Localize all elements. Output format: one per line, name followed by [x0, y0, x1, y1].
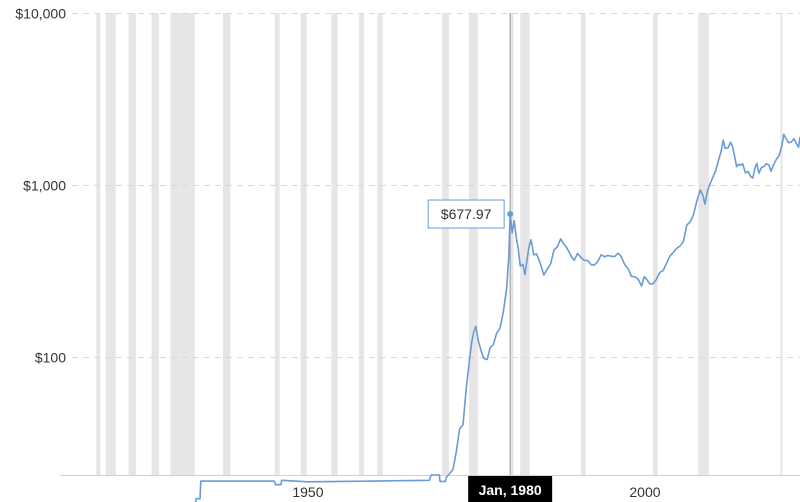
recession-band: [377, 13, 383, 475]
crosshair-date-text: Jan, 1980: [479, 482, 542, 498]
recession-band: [96, 13, 101, 475]
y-tick-label: $10,000: [15, 6, 66, 22]
recession-band: [698, 13, 709, 475]
recession-band: [300, 13, 307, 475]
recession-band: [442, 13, 449, 475]
recession-band: [780, 13, 783, 475]
hover-point-marker: [507, 211, 514, 218]
recession-band: [520, 13, 530, 475]
recession-band: [331, 13, 338, 475]
y-tick-label: $100: [35, 350, 66, 366]
recession-band: [359, 13, 364, 475]
gridlines: [72, 13, 800, 358]
recession-band: [653, 13, 658, 475]
crosshair-date-label: Jan, 1980: [468, 476, 553, 502]
recession-bands: [96, 13, 783, 475]
x-axis-tick-labels: 1950 2000: [292, 484, 660, 500]
recession-band: [580, 13, 586, 475]
tooltip-box: [427, 199, 505, 229]
recession-band: [469, 13, 478, 475]
recession-band: [151, 13, 159, 475]
recession-band: [510, 13, 514, 475]
value-tooltip: $677.97: [427, 199, 505, 229]
x-tick-label: 1950: [292, 484, 323, 500]
recession-band: [274, 13, 280, 475]
y-tick-label: $1,000: [23, 178, 66, 194]
crosshair-date-box: [468, 476, 553, 502]
recession-band: [105, 13, 116, 475]
x-tick-label: 2000: [629, 484, 660, 500]
series-layer: [195, 133, 800, 502]
tooltip-value-label: $677.97: [441, 206, 492, 222]
y-axis-tick-labels: $100 $1,000 $10,000: [15, 6, 66, 366]
recession-band: [128, 13, 137, 475]
series-line: [195, 133, 800, 502]
recession-band: [222, 13, 231, 475]
recession-band: [170, 13, 195, 475]
